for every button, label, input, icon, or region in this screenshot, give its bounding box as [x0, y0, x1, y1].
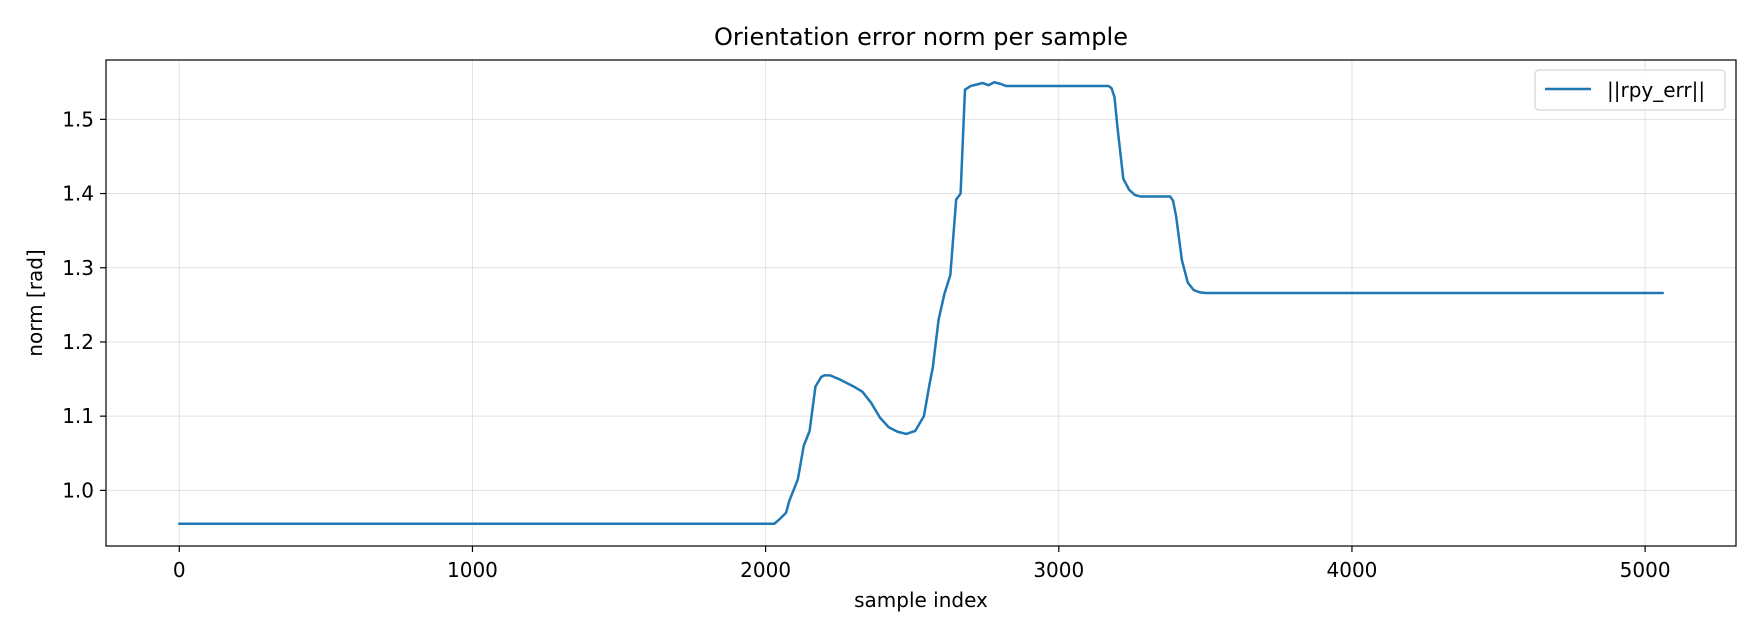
series-line-rpy-err [178, 81, 1664, 525]
legend: ||rpy_err|| [1534, 69, 1726, 111]
legend-label: ||rpy_err|| [1607, 78, 1705, 102]
y-axis-label: norm [rad] [23, 249, 47, 356]
y-tick-label: 1.1 [62, 404, 94, 428]
x-tick-label: 1000 [447, 558, 498, 582]
x-tick-label: 0 [173, 558, 186, 582]
y-axis: 1.0 1.1 1.2 1.3 1.4 1.5 [62, 107, 106, 502]
y-tick-label: 1.3 [62, 256, 94, 280]
x-axis: 0 1000 2000 3000 4000 5000 [173, 546, 1671, 582]
grid [106, 60, 1736, 546]
x-axis-label: sample index [854, 588, 988, 612]
x-tick-label: 5000 [1620, 558, 1671, 582]
x-tick-label: 3000 [1033, 558, 1084, 582]
legend-box [1534, 69, 1726, 111]
y-tick-label: 1.0 [62, 478, 94, 502]
series-layer [178, 81, 1664, 525]
y-tick-label: 1.2 [62, 330, 94, 354]
x-tick-label: 2000 [740, 558, 791, 582]
y-tick-label: 1.5 [62, 107, 94, 131]
plot-area-frame [105, 59, 1737, 547]
y-tick-label: 1.4 [62, 182, 94, 206]
x-tick-label: 4000 [1327, 558, 1378, 582]
chart-title: Orientation error norm per sample [714, 23, 1128, 51]
